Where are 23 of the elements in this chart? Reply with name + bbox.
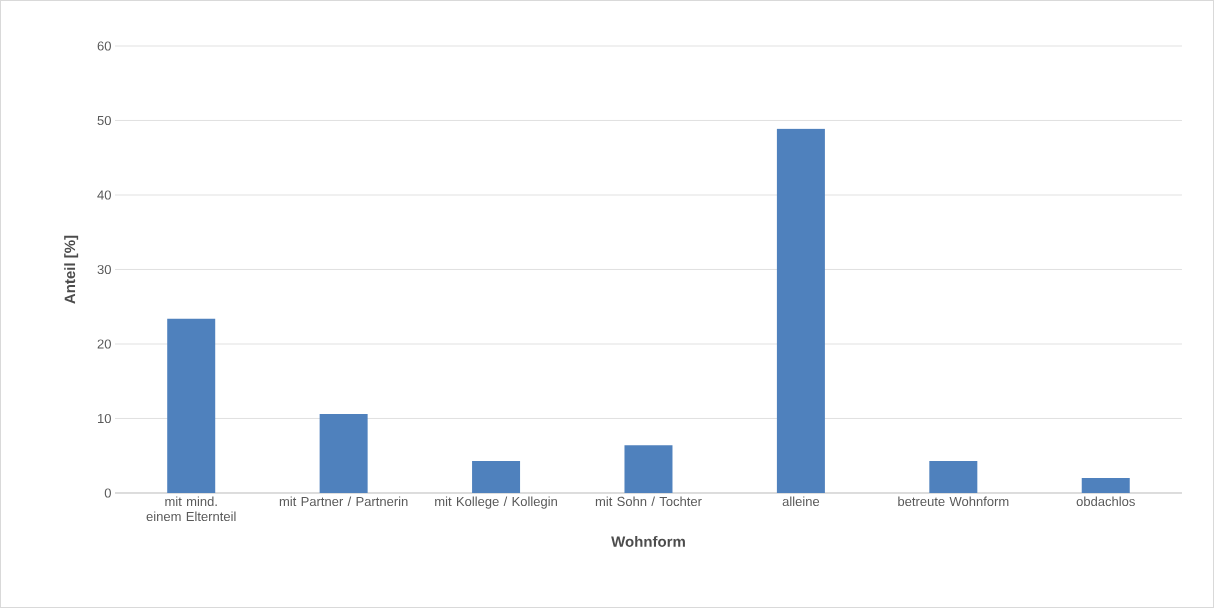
bar (319, 414, 368, 493)
bar (929, 460, 978, 493)
bar (624, 445, 673, 493)
y-tick-label: 30 (97, 264, 111, 275)
x-tick-label: betreute Wohnform (898, 496, 1009, 507)
x-tick-label: obdachlos (1076, 496, 1135, 507)
x-tick-label: mit mind. einem Elternteil (146, 496, 236, 522)
y-axis-title: Anteil [%] (64, 235, 79, 304)
y-tick-label: 20 (97, 339, 111, 349)
bar (1081, 478, 1130, 493)
x-tick-label: mit Partner / Partnerin (279, 496, 408, 507)
y-tick-label: 50 (97, 115, 111, 126)
x-tick-label: mit Kollege / Kollegin (435, 496, 557, 509)
bar (472, 460, 521, 493)
y-tick-label: 60 (97, 41, 111, 51)
x-axis-title: Wohnform (611, 535, 685, 547)
bar (776, 128, 825, 493)
x-tick-label: alleine (782, 496, 820, 507)
y-tick-label: 10 (98, 413, 111, 424)
bar (167, 318, 216, 493)
x-tick-label: mit Sohn / Tochter (595, 496, 702, 507)
y-tick-label: 40 (97, 190, 111, 200)
y-tick-label: 0 (104, 488, 111, 498)
